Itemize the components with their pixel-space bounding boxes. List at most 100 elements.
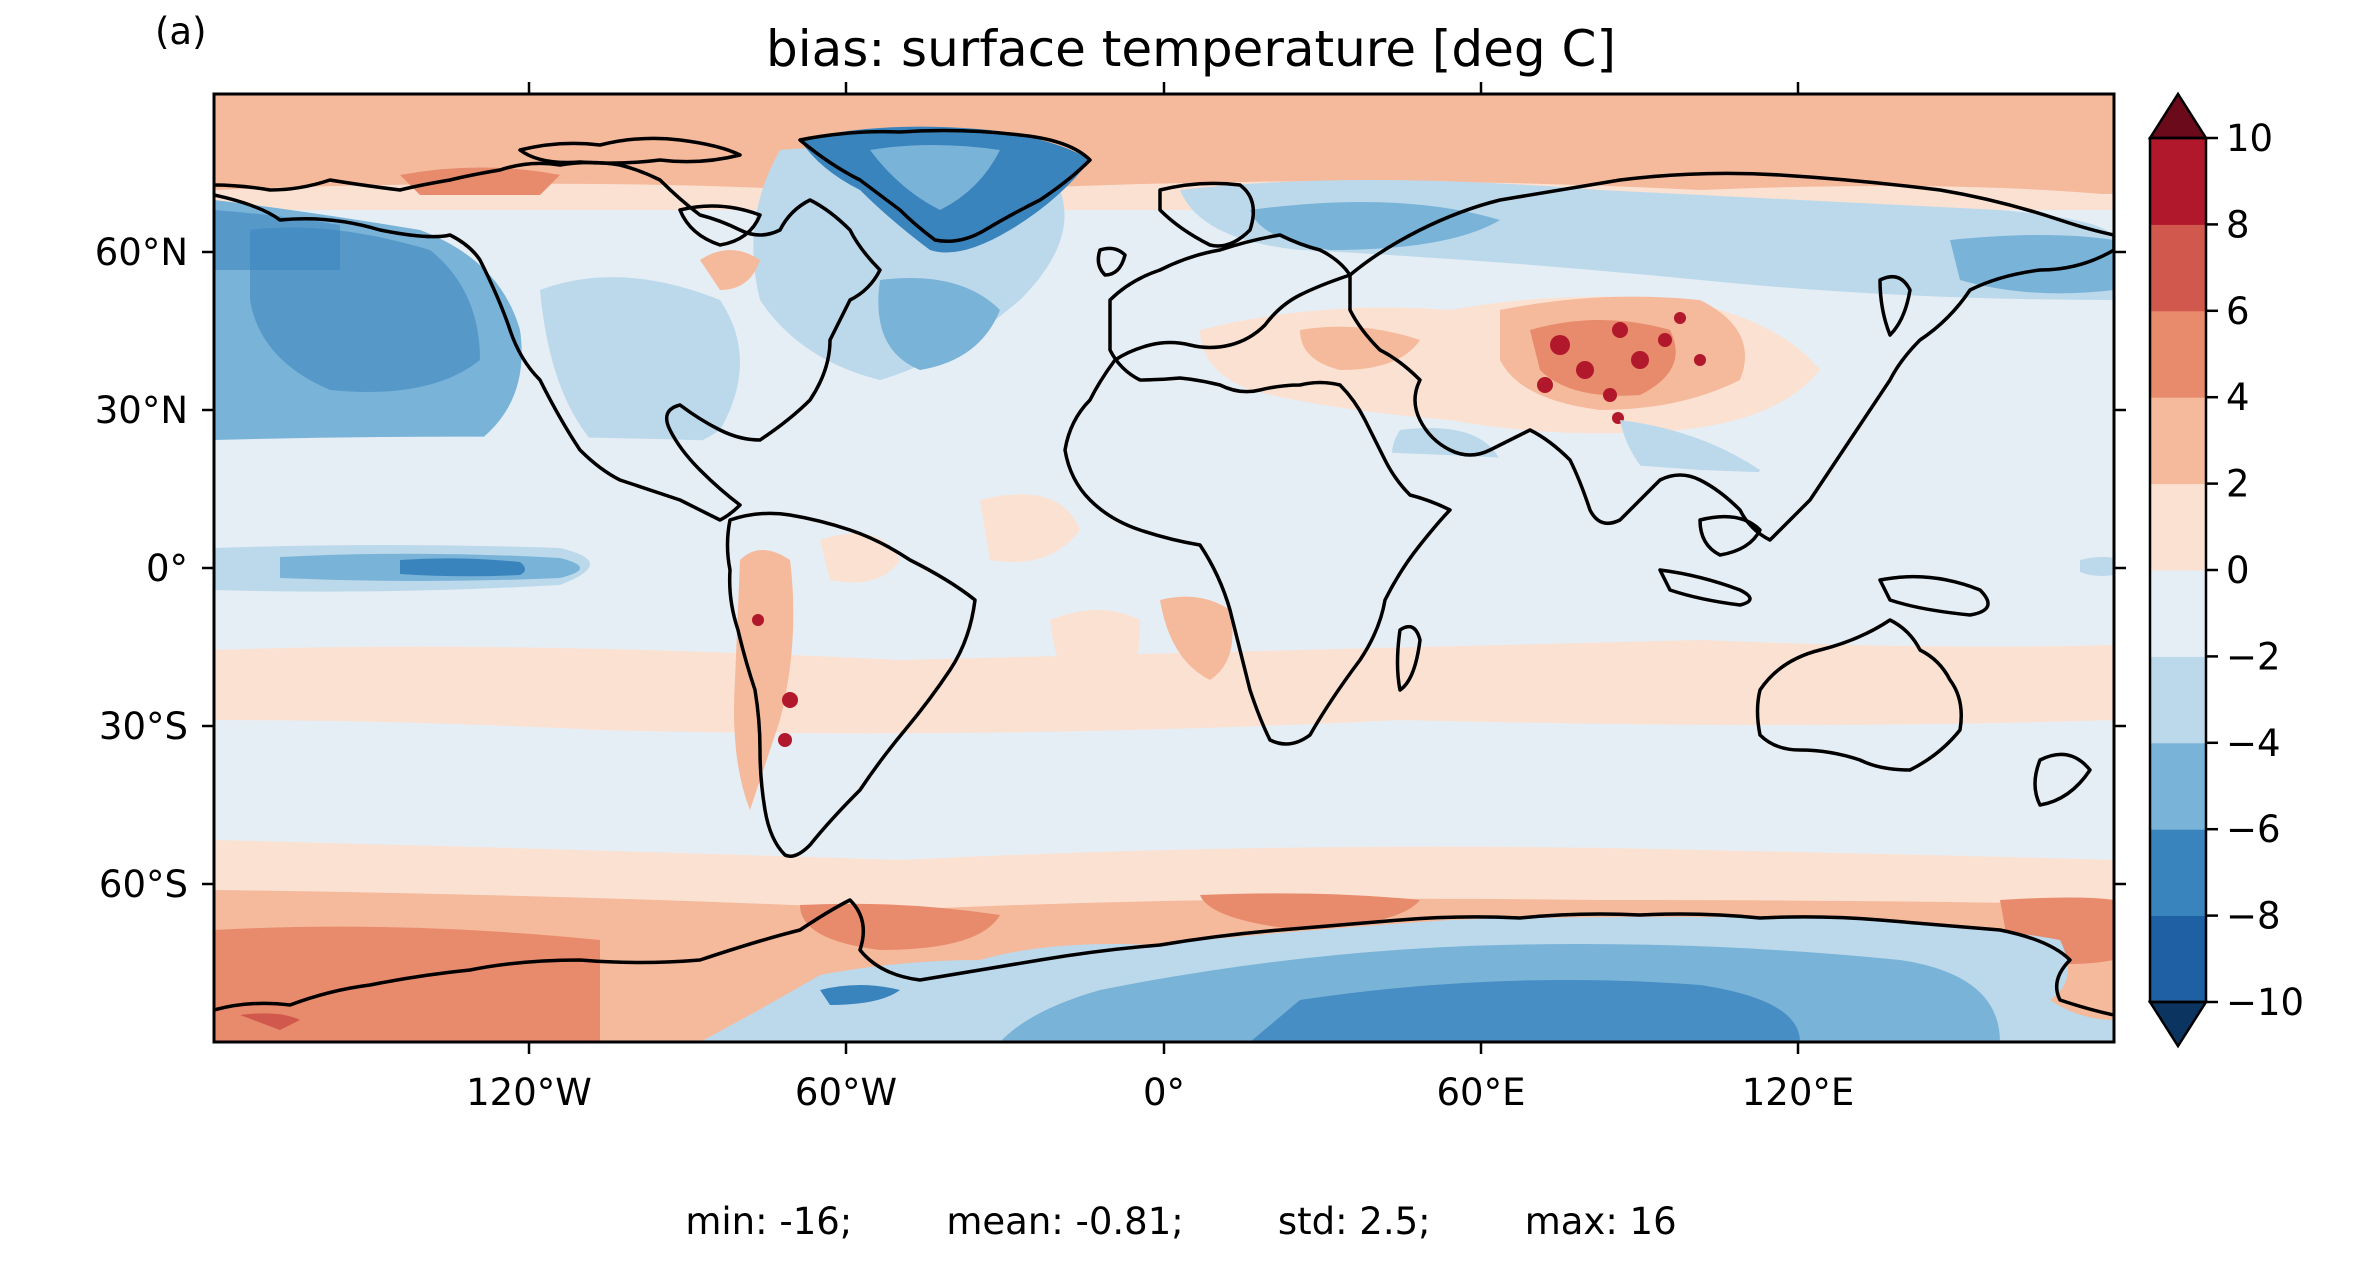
coast-japan xyxy=(1878,274,1912,337)
arctic-warm-patch xyxy=(400,167,560,195)
coast-asia xyxy=(1348,171,2114,542)
southern-mid-cool xyxy=(214,765,2114,807)
coast-hudson-bay xyxy=(678,204,762,247)
colorbar-extend-low xyxy=(2147,1000,2209,1049)
colorbar-tick-label: −2 xyxy=(2226,635,2281,678)
hotspot xyxy=(782,692,798,708)
hotspot xyxy=(752,614,764,626)
hotspot xyxy=(1658,333,1672,347)
southern-ocean-light xyxy=(214,840,2114,910)
colorbar-bin xyxy=(2150,742,2206,830)
colorbar-bin xyxy=(2150,656,2206,744)
colorbar-bin xyxy=(2150,829,2206,917)
x-tick-label: 60°W xyxy=(795,1071,897,1114)
colorbar-bin xyxy=(2150,310,2206,398)
andes-warm xyxy=(734,550,794,810)
hotspot xyxy=(1603,388,1617,402)
coast-madagascar xyxy=(1395,624,1422,692)
stat-min: min: -16; xyxy=(685,1200,853,1243)
tropical-atlantic-warm xyxy=(980,494,1080,562)
east-siberia-cold xyxy=(1950,235,2114,294)
colorbar-extend-high xyxy=(2147,91,2209,140)
hotspot xyxy=(1674,312,1686,324)
coast-greenland xyxy=(798,128,1092,243)
y-tick-label: 30°S xyxy=(99,705,188,748)
greenland-inner xyxy=(870,145,1000,210)
hotspot xyxy=(778,733,792,747)
map-field xyxy=(214,94,2114,1042)
caspian-warm xyxy=(1300,326,1420,370)
hotspot xyxy=(1537,377,1553,393)
coast-new-guinea xyxy=(1878,574,1990,617)
plot-title: bias: surface temperature [deg C] xyxy=(766,20,1616,78)
panel-label: (a) xyxy=(155,10,207,53)
coast-south-america xyxy=(725,511,977,858)
aleutian-cold xyxy=(214,210,340,270)
colorbar-tick-label: 6 xyxy=(2226,290,2250,333)
southern-subtropics-warm xyxy=(214,640,2114,734)
hudson-warm xyxy=(700,250,760,290)
y-tick-label: 30°N xyxy=(95,389,188,432)
colorbar-bin xyxy=(2150,483,2206,571)
tropics-neutral xyxy=(214,436,2114,547)
ross-sea-warm xyxy=(214,926,600,1042)
labrador-cold xyxy=(878,278,1000,370)
coast-australia xyxy=(1755,618,1963,772)
hotspot xyxy=(1694,354,1706,366)
summary-stats: min: -16; mean: -0.81; std: 2.5; max: 16 xyxy=(0,1200,2362,1243)
amazon-warm xyxy=(820,533,900,583)
scandinavia-cold xyxy=(1250,202,1500,250)
colorbar-tick-label: −6 xyxy=(2226,808,2281,851)
andes-hotspots xyxy=(752,614,798,747)
y-tick-label: 60°S xyxy=(99,863,188,906)
colorbar-tick-label: 8 xyxy=(2226,203,2250,246)
colorbar-bin xyxy=(2150,570,2206,657)
hotspot xyxy=(1576,361,1594,379)
y-axis xyxy=(202,250,2126,886)
weddell-warm xyxy=(800,903,1000,950)
coast-indonesia xyxy=(1658,568,1752,607)
coast-europe-africa xyxy=(1063,233,1452,746)
colorbar: 10 8 6 4 2 0 −2 −4 −6 −8 −10 xyxy=(2147,91,2304,1049)
colorbar-bin xyxy=(2150,915,2206,1003)
benguela-warm xyxy=(1050,610,1140,720)
x-tick-label: 60°E xyxy=(1437,1071,1526,1114)
colorbar-bin xyxy=(2150,397,2206,485)
coastlines xyxy=(214,128,2114,1017)
hotspot xyxy=(1550,335,1570,355)
stat-max: max: 16 xyxy=(1524,1200,1677,1243)
ross-hotspot xyxy=(240,1013,300,1030)
stat-std: std: 2.5; xyxy=(1277,1200,1431,1243)
colorbar-tick-label: 4 xyxy=(2226,376,2250,419)
colorbar-tick-label: 10 xyxy=(2226,117,2273,160)
y-tick-label: 0° xyxy=(146,547,188,590)
x-axis xyxy=(527,82,1800,1054)
antarctic-plateau-cold xyxy=(1250,980,1800,1042)
coast-north-america xyxy=(214,160,882,522)
colorbar-tick-label: −4 xyxy=(2226,722,2281,765)
x-tick-label: 120°W xyxy=(466,1071,592,1114)
x-tick-label: 120°E xyxy=(1742,1071,1855,1114)
coast-new-zealand xyxy=(2033,752,2092,807)
x-tick-label: 0° xyxy=(1143,1071,1185,1114)
coast-scandinavia xyxy=(1158,181,1256,248)
west-pacific-cool xyxy=(2080,556,2114,576)
stat-mean: mean: -0.81; xyxy=(946,1200,1184,1243)
colorbar-tick-label: −8 xyxy=(2226,895,2281,938)
colorbar-tick-label: −10 xyxy=(2226,981,2304,1024)
coast-british-isles xyxy=(1096,246,1127,277)
angola-warm xyxy=(1160,596,1233,680)
colorbar-tick-label: 2 xyxy=(2226,463,2250,506)
tibet-hotspots xyxy=(1537,312,1706,424)
colorbar-bin xyxy=(2150,138,2206,225)
hotspot xyxy=(1631,351,1649,369)
colorbar-bin xyxy=(2150,224,2206,312)
equatorial-pacific-core xyxy=(400,558,525,577)
coast-canadian-archipelago xyxy=(518,136,742,165)
indian-sector-warm xyxy=(1200,893,1420,930)
weddell-cold xyxy=(820,985,900,1005)
hotspot xyxy=(1612,322,1628,338)
coast-borneo xyxy=(1698,514,1762,557)
colorbar-tick-label: 0 xyxy=(2226,549,2250,592)
